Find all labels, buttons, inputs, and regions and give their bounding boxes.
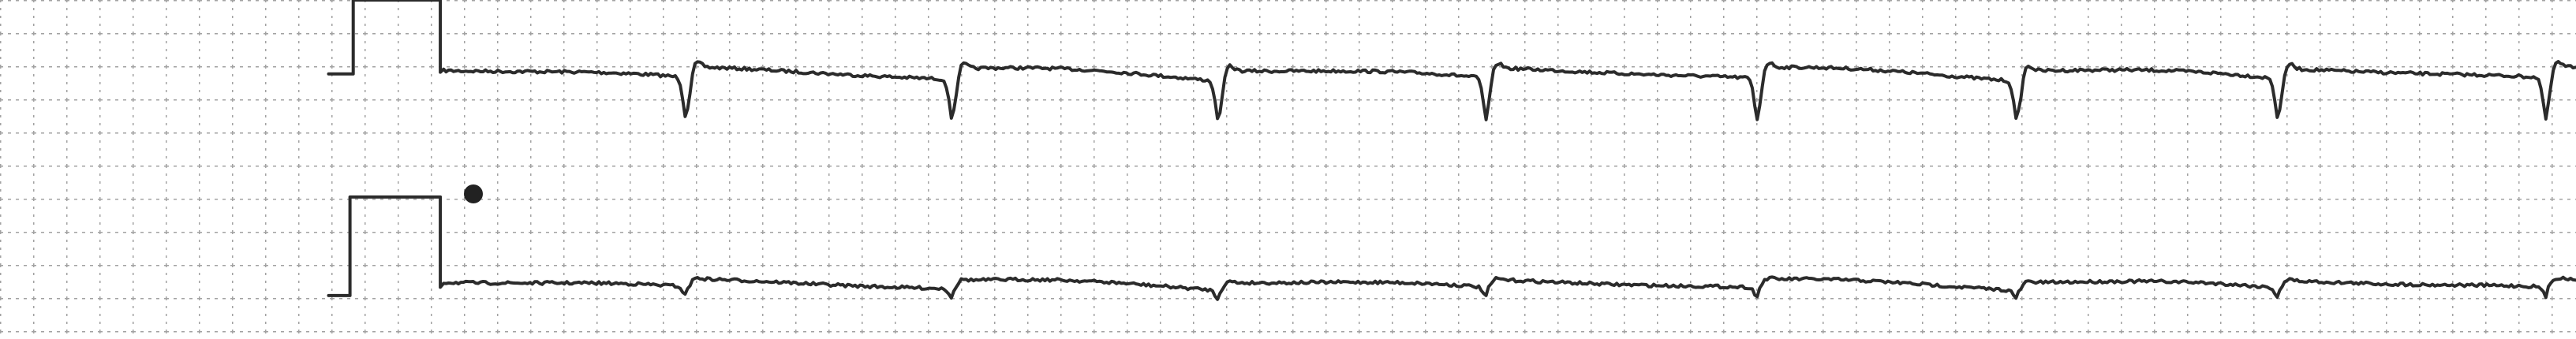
lead-trace-upper — [327, 0, 2576, 121]
artifact — [464, 184, 483, 203]
lead-trace-lower — [327, 195, 2576, 301]
traces — [327, 0, 2576, 301]
